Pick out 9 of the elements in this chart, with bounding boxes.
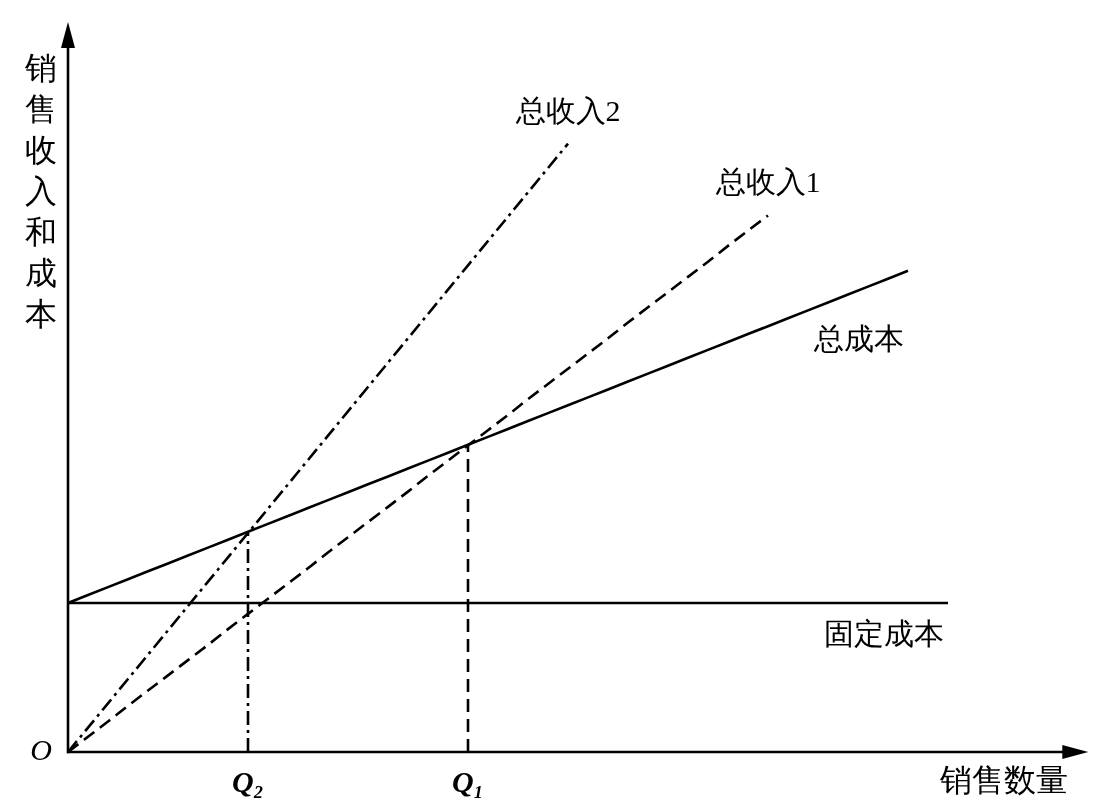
x-tick-label: Q₁ <box>451 764 485 798</box>
series-label: 总收入2 <box>514 93 621 127</box>
series-label: 固定成本 <box>824 616 944 650</box>
y-axis-title: 销售收入和成本 <box>24 49 58 334</box>
text: O <box>30 732 52 766</box>
series-label: 总成本 <box>813 321 904 355</box>
x-tick-label: Q₂ <box>231 764 265 798</box>
series-label: 总收入1 <box>714 165 821 199</box>
x-axis-title: 销售数量 <box>940 762 1068 798</box>
